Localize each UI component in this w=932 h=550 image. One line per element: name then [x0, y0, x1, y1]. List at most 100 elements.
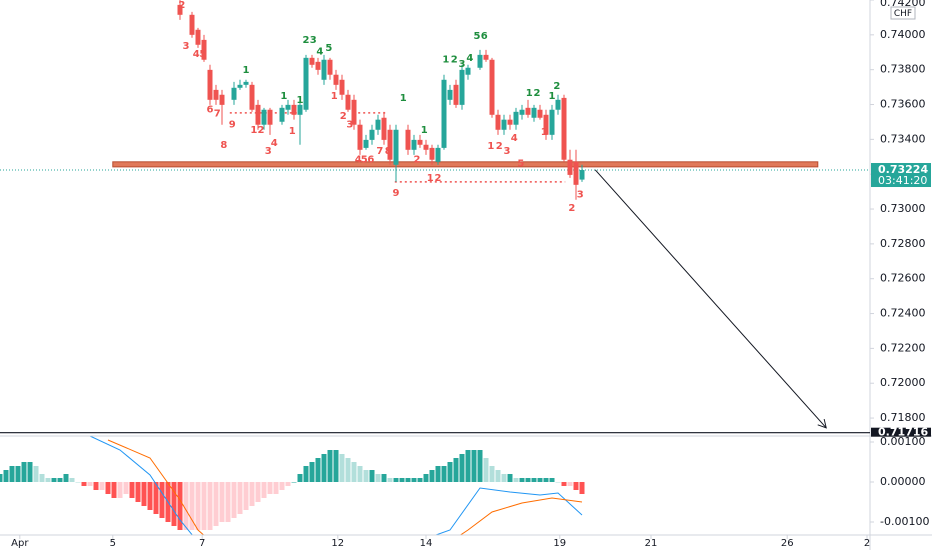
histogram-bar [555, 482, 561, 483]
histogram-bar [273, 482, 279, 494]
histogram-bar [351, 462, 357, 482]
histogram-bar [135, 482, 141, 502]
td-count: 2 [568, 203, 575, 214]
candle-body [501, 119, 507, 130]
countdown: 03:41:20 [878, 174, 927, 187]
candle-body [249, 84, 255, 110]
td-count: 3 [310, 35, 317, 46]
candle-body [243, 81, 249, 85]
histogram-bar [327, 450, 333, 482]
histogram-bar [285, 482, 291, 486]
candle-body [363, 139, 369, 148]
histogram-bar [333, 450, 339, 482]
currency-box [890, 6, 916, 20]
histogram-bar [261, 482, 267, 498]
histogram-bar [483, 458, 489, 482]
macd-pane [0, 436, 585, 535]
candle-body [483, 54, 489, 60]
y2-tick-label: 0.00000 [880, 475, 926, 488]
candle-body [267, 109, 273, 125]
td-count: 5 [474, 31, 481, 42]
td-count: 1 [331, 91, 338, 102]
histogram-bar [579, 482, 585, 494]
td-count: 4 [511, 133, 518, 144]
histogram-bar [507, 474, 513, 482]
histogram-bar [387, 478, 393, 482]
candle-body [351, 99, 357, 125]
x-tick-label: Apr [11, 538, 29, 549]
td-count: 2 [178, 0, 185, 11]
x-tick-label: 7 [199, 538, 205, 549]
histogram-bar [213, 482, 219, 526]
candle-body [525, 107, 531, 115]
y2-tick-label: -0.00100 [880, 515, 929, 528]
candle-body [369, 129, 375, 140]
candle-body [333, 74, 339, 85]
histogram-bar [201, 482, 207, 530]
candle-body [237, 84, 243, 88]
histogram-bar [93, 482, 99, 490]
candle-body [375, 119, 381, 130]
histogram-bar [183, 482, 189, 530]
candle-body [489, 59, 495, 115]
td-count: 2 [435, 173, 442, 184]
target-box [871, 427, 931, 437]
candle-body [201, 39, 207, 60]
histogram-bar [567, 482, 573, 486]
histogram-bar [75, 482, 81, 483]
candle-body [309, 57, 315, 65]
candle-body [327, 59, 333, 75]
histogram-bar [195, 482, 201, 530]
td-count: 4 [466, 53, 473, 64]
td-count: 1 [549, 91, 556, 102]
histogram-bar [309, 462, 315, 482]
histogram-bar [495, 470, 501, 482]
candle-body [195, 29, 201, 45]
histogram-bar [321, 454, 327, 482]
td-count: 2 [534, 88, 541, 99]
candle-body [573, 161, 579, 185]
candle-body [189, 14, 195, 35]
histogram-bar [267, 482, 273, 494]
histogram-bar [21, 462, 27, 482]
td-count: 9 [393, 188, 400, 199]
y-tick-label: 0.73600 [880, 98, 926, 111]
histogram-bar [339, 454, 345, 482]
td-count: 1 [487, 141, 494, 152]
histogram-bar [0, 474, 3, 482]
histogram-bar [549, 478, 555, 482]
candle-body [507, 119, 513, 125]
histogram-bar [45, 478, 51, 482]
x-tick-label: 2 [864, 538, 870, 549]
histogram-bar [33, 466, 39, 482]
td-count: 7 [376, 146, 383, 157]
candle-body [513, 111, 519, 125]
td-count: 2 [340, 111, 347, 122]
histogram-bar [291, 482, 297, 483]
candle-body [549, 109, 555, 135]
td-count: 7 [214, 109, 221, 120]
candle-body [345, 94, 351, 110]
histogram-bar [537, 478, 543, 482]
histogram-bar [87, 482, 93, 486]
histogram-bar [39, 474, 45, 482]
histogram-bar [9, 466, 15, 482]
histogram-bar [501, 474, 507, 482]
macd-line [107, 439, 583, 535]
histogram-bar [531, 478, 537, 482]
histogram-bar [363, 470, 369, 482]
td-count: 2 [414, 155, 421, 166]
trend-arrow [594, 169, 827, 429]
td-count: 3 [346, 120, 353, 131]
y-tick-label: 0.74200 [880, 0, 926, 9]
histogram-bar [519, 478, 525, 482]
candle-body [255, 104, 261, 125]
histogram-bar [405, 478, 411, 482]
td-count: 3 [265, 146, 272, 157]
histogram-bar [219, 482, 225, 522]
histogram-bar [81, 482, 87, 486]
y-tick-label: 0.72000 [880, 376, 926, 389]
td-count: 1 [442, 55, 449, 66]
